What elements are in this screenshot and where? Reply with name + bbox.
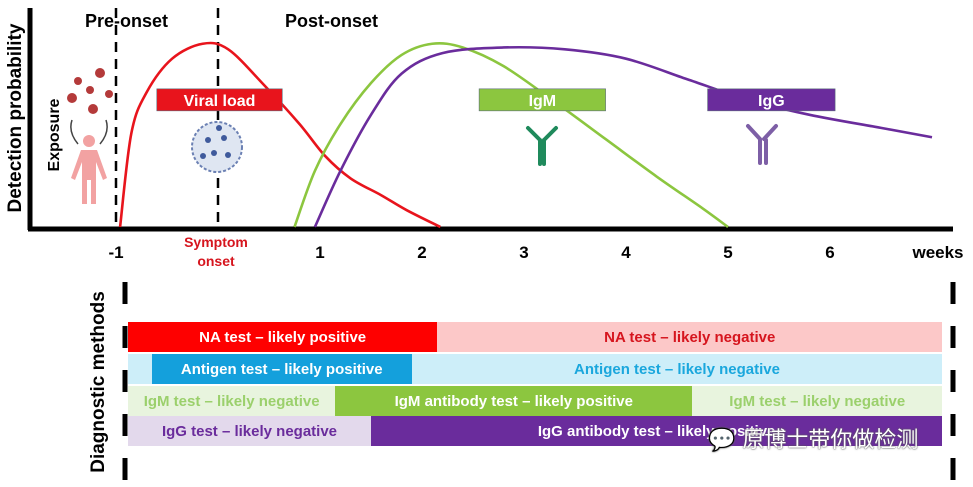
label-box-igm (478, 88, 606, 112)
label-text-viral-load: Viral load (184, 93, 256, 110)
diag-segment: IgG test – likely negative (128, 416, 371, 446)
y-axis-label: Detection probability (5, 23, 26, 212)
virus-particles-icon (67, 68, 113, 114)
igg-antibody-icon (746, 124, 778, 165)
diag-segment: IgG antibody test – likely positive (371, 416, 943, 446)
x-tick-label: 3 (519, 243, 528, 262)
curve-igg (313, 45, 933, 228)
diag-segment: IgM test – likely negative (692, 386, 943, 416)
label-text-igm: IgM (529, 93, 557, 110)
label-text-igg: IgG (758, 93, 785, 110)
wechat-icon: 💬 (708, 428, 736, 453)
post-onset-label: Post-onset (285, 11, 378, 31)
pre-onset-label: Pre-onset (85, 11, 168, 31)
diag-row-na-test: NA test – likely positive NA test – likel… (0, 322, 973, 352)
x-tick-label: 6 (825, 243, 834, 262)
igm-antibody-icon (526, 126, 558, 166)
x-tick-label: -1 (108, 243, 123, 262)
diagnostics-axis-label: Diagnostic methods (88, 291, 109, 473)
watermark-text: 原博士带你做检测 (742, 428, 919, 453)
exposure-label: Exposure (46, 98, 63, 171)
label-box-viral-load (156, 88, 283, 112)
symptom-onset-label-2: onset (197, 253, 235, 269)
virus-icon (191, 121, 243, 173)
diag-row-igm-test: IgM test – likely negative IgM antibody t… (0, 386, 973, 416)
diag-row-antigen-test: Antigen test – likely positive Antigen te… (0, 354, 973, 384)
arrow-right-icon (99, 119, 108, 145)
diag-segment: IgM test – likely negative (128, 386, 336, 416)
arrow-left-icon (70, 119, 79, 145)
label-box-igg (707, 88, 836, 112)
diag-segment: Antigen test – likely negative (411, 354, 943, 384)
curve-viral-load (118, 41, 441, 229)
x-tick-label: 1 (315, 243, 324, 262)
x-tick-label: 4 (621, 243, 631, 262)
symptom-onset-label-1: Symptom (184, 234, 248, 250)
x-tick-label: 2 (417, 243, 426, 262)
curve-igm (293, 41, 729, 229)
x-tick-label: 5 (723, 243, 732, 262)
person-icon (71, 135, 107, 204)
diag-segment: NA test – likely negative (437, 322, 943, 352)
diag-segment: Antigen test – likely positive (151, 354, 412, 384)
watermark: 💬 原博士带你做检测 (708, 422, 918, 454)
diag-segment (128, 354, 152, 384)
diag-segment: IgM antibody test – likely positive (335, 386, 693, 416)
diag-segment: NA test – likely positive (128, 322, 438, 352)
x-axis-label: weeks (911, 243, 963, 262)
diag-row-igg-test: IgG test – likely negative IgG antibody t… (0, 416, 973, 446)
